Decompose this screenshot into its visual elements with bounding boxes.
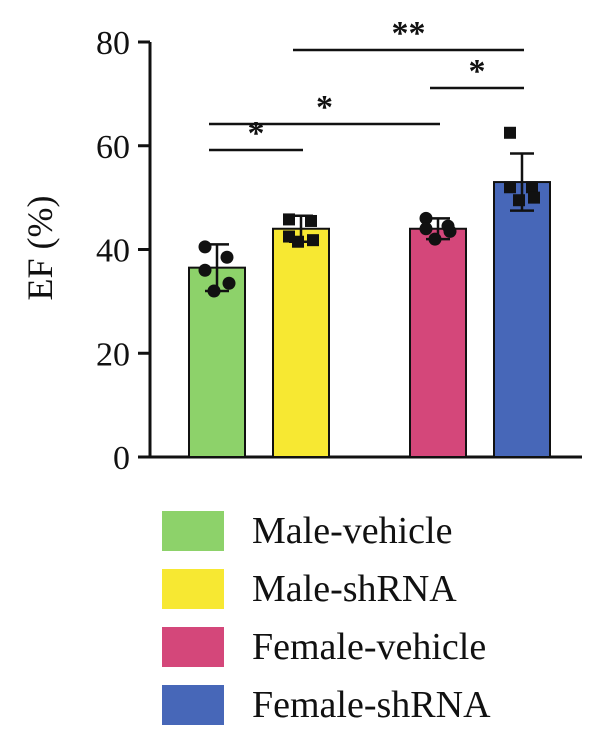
bar	[493, 181, 551, 458]
data-point	[526, 181, 538, 194]
data-point	[419, 222, 433, 236]
y-tick-label: 40	[96, 233, 130, 270]
data-point	[283, 213, 295, 226]
data-point	[443, 224, 457, 238]
legend-label: Male-vehicle	[252, 510, 452, 552]
legend-label: Female-vehicle	[252, 626, 486, 668]
data-point	[220, 250, 234, 264]
y-tick-label: 20	[96, 336, 130, 373]
legend-label: Female-shRNA	[252, 684, 491, 726]
significance-label: *	[316, 89, 333, 126]
significance-brackets: *****	[209, 15, 524, 152]
legend-swatch	[162, 685, 224, 725]
y-tick-label: 0	[113, 440, 130, 477]
significance-label: **	[392, 15, 426, 52]
legend-swatch	[162, 569, 224, 609]
data-point	[513, 194, 525, 207]
y-tick-label: 80	[96, 25, 130, 62]
data-point	[305, 214, 317, 227]
data-point	[222, 276, 236, 290]
legend: Male-vehicle Male-shRNA Female-vehicle Fema…	[162, 510, 491, 726]
legend-label: Male-shRNA	[252, 568, 457, 610]
data-point	[504, 181, 516, 194]
data-point	[307, 234, 319, 247]
y-axis-label: EF (%)	[20, 196, 60, 301]
data-point	[292, 235, 304, 248]
bars	[188, 152, 551, 458]
data-point	[428, 232, 442, 246]
legend-swatch	[162, 627, 224, 667]
data-point	[198, 240, 212, 254]
data-point	[198, 263, 212, 277]
significance-label: *	[248, 115, 265, 152]
bar	[409, 227, 467, 458]
y-tick-label: 60	[96, 129, 130, 166]
significance-label: *	[469, 53, 486, 90]
data-point	[419, 211, 433, 225]
data-point	[504, 126, 516, 139]
data-point	[207, 284, 221, 298]
legend-swatch	[162, 511, 224, 551]
bar	[272, 227, 330, 458]
data-point	[528, 191, 540, 204]
data-points	[198, 126, 540, 298]
